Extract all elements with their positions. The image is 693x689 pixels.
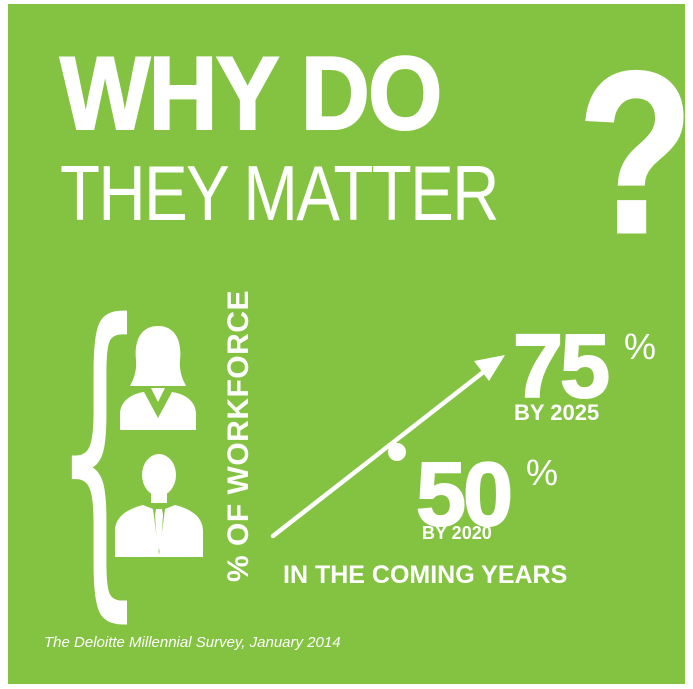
coming-years-label: IN THE COMING YEARS bbox=[283, 561, 568, 589]
stat-2020-value: 50 bbox=[415, 445, 514, 545]
stat-2025-label: BY 2025 bbox=[514, 400, 600, 425]
man-icon bbox=[115, 454, 203, 557]
stat-2020-unit: % bbox=[526, 452, 559, 493]
question-mark: ? bbox=[577, 24, 685, 281]
title-line-1: WHY DO bbox=[59, 36, 443, 152]
stat-2020-label: BY 2020 bbox=[422, 523, 492, 543]
infographic-card: WHY DO THEY MATTER ? { % OF WORKFORCE 75… bbox=[8, 4, 685, 684]
stat-2025-value: 75 bbox=[512, 317, 611, 417]
title-line-2: THEY MATTER bbox=[60, 149, 499, 237]
trend-arrow-icon bbox=[270, 355, 505, 539]
woman-icon bbox=[120, 326, 196, 430]
source-citation: The Deloitte Millennial Survey, January … bbox=[44, 634, 341, 651]
stat-2025-unit: % bbox=[624, 326, 657, 367]
curly-brace-icon: { bbox=[54, 254, 145, 650]
